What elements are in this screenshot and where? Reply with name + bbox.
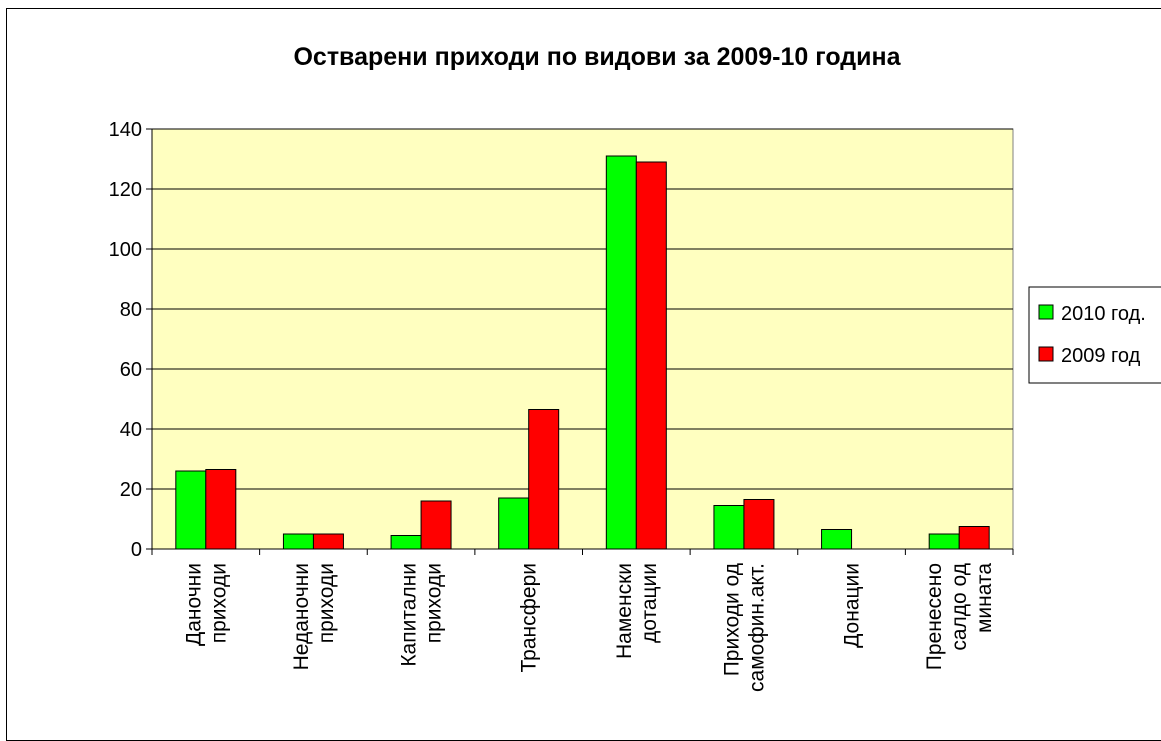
x-tick-label: Донации [841,563,864,648]
x-tick-label: Даночниприходи [182,563,230,646]
legend-swatch [1038,304,1054,320]
bar [390,535,422,550]
bar [821,529,853,550]
x-tick-label: Пренесеносалдо одмината [923,563,996,671]
bar [958,526,990,550]
plot-area [151,128,1014,550]
y-tick-label: 40 [120,419,142,441]
y-tick-label: 100 [109,239,142,261]
legend-label: 2010 год. [1061,303,1146,325]
y-tick-label: 120 [109,179,142,201]
legend-swatch [1038,346,1054,362]
bar [175,470,207,550]
legend-label: 2009 год [1061,345,1141,367]
bar [420,500,452,550]
bar [713,505,745,550]
y-tick-label: 140 [109,119,142,141]
y-tick-label: 0 [131,539,142,561]
bar [312,533,344,550]
x-tick-label: Трансфери [518,563,541,672]
bar [743,499,775,550]
y-tick-label: 80 [120,299,142,321]
bar-chart: Остварени приходи по видови за 2009-10 г… [109,43,1161,692]
x-tick-label: Капиталниприходи [398,563,446,667]
chart-frame: Остварени приходи по видови за 2009-10 г… [6,8,1161,741]
x-tick-label: Неданочниприходи [290,563,338,670]
legend-box [1028,286,1161,384]
x-tick-label: Приходи одсамофин.акт. [720,563,768,692]
bar [928,533,960,550]
bar [498,497,530,550]
chart-title: Остварени приходи по видови за 2009-10 г… [293,43,901,71]
bar [635,161,667,550]
bar [205,469,237,550]
y-tick-label: 20 [120,479,142,501]
bar [528,409,560,550]
bar [282,533,314,550]
x-tick-label: Наменскидотации [613,563,661,659]
y-tick-label: 60 [120,359,142,381]
bar [605,155,637,550]
